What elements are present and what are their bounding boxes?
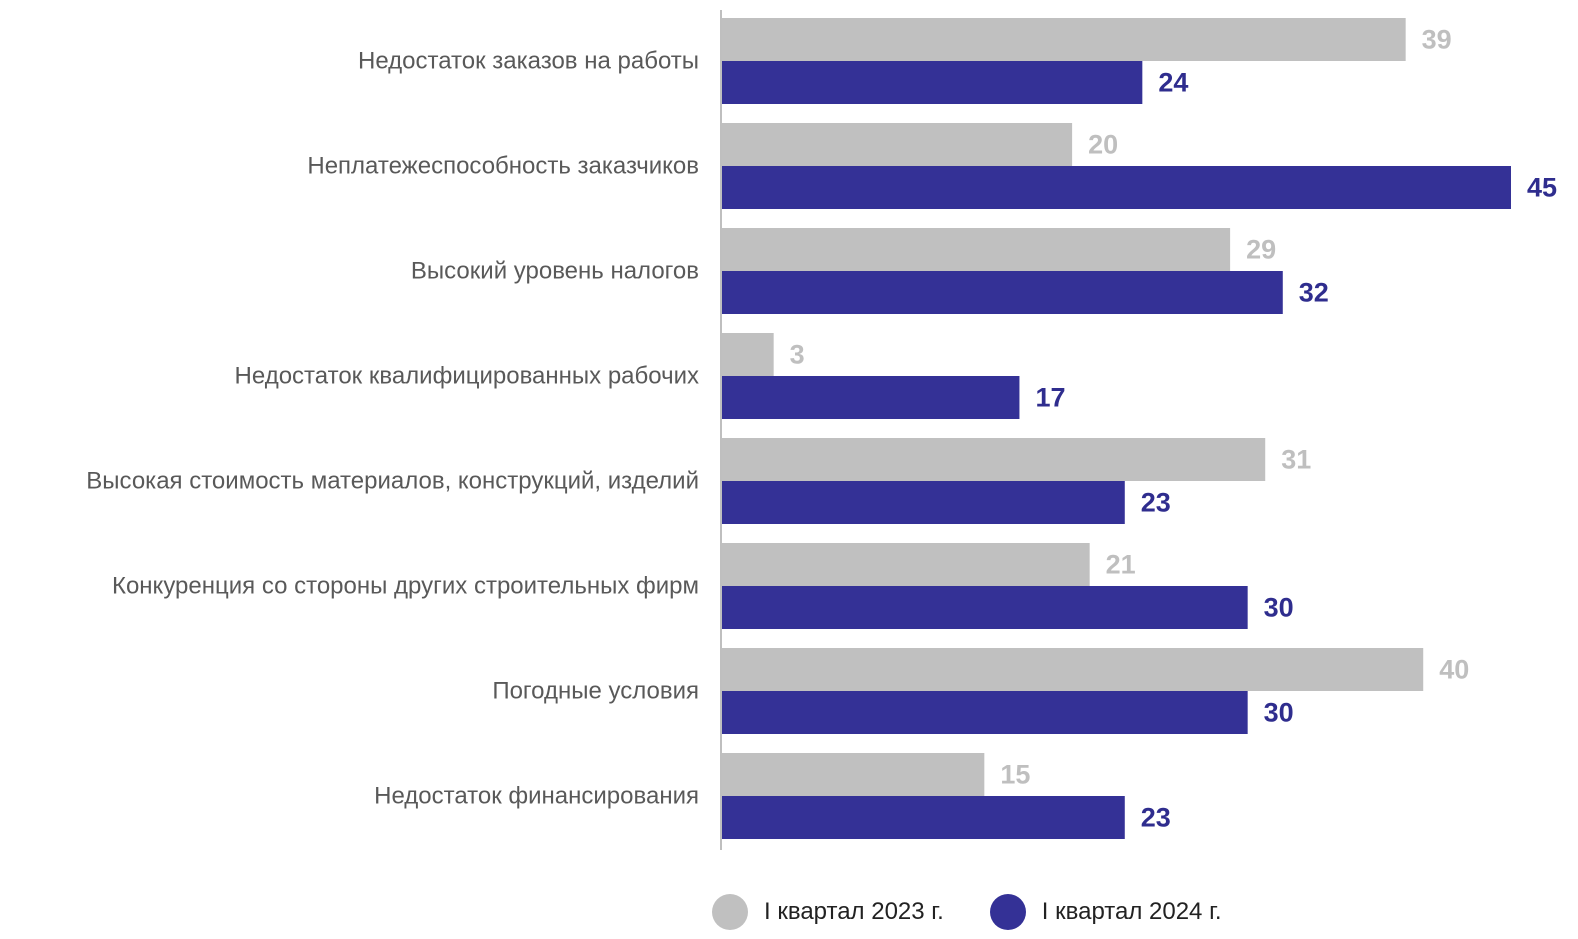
labels-layer: Недостаток заказов на работы 39 24 Неплатеж… [86,25,1557,833]
category-label: Конкуренция со стороны других строительн… [112,572,699,599]
data-label-series-1: 39 [1422,25,1452,55]
data-label-series-1: 21 [1106,550,1136,580]
legend-marker-2024 [989,894,1026,930]
bar-series-2 [722,376,1020,419]
category-label: Недостаток квалифицированных рабочих [235,362,699,389]
bar-series-1 [722,438,1266,481]
bar-series-1 [722,228,1231,271]
bar-series-1 [722,648,1424,691]
data-label-series-1: 15 [1000,760,1030,790]
data-label-series-1: 20 [1088,130,1118,160]
legend-item-2024: I квартал 2024 г. [989,894,1222,930]
category-label: Недостаток финансирования [374,782,699,809]
legend: I квартал 2023 г. I квартал 2024 г. [712,894,1268,930]
data-label-series-1: 29 [1246,235,1276,265]
data-label-series-2: 24 [1158,68,1188,98]
bar-series-1 [722,333,774,376]
bar-series-1 [722,18,1406,61]
bar-series-2 [722,166,1511,209]
category-label: Недостаток заказов на работы [358,47,699,74]
data-label-series-1: 40 [1439,655,1469,685]
category-label: Погодные условия [492,677,699,704]
data-label-series-2: 30 [1264,593,1294,623]
bar-series-2 [722,61,1143,104]
bar-series-1 [722,543,1090,586]
legend-marker-2023 [712,894,748,930]
data-label-series-2: 30 [1264,698,1294,728]
data-label-series-2: 45 [1527,173,1557,203]
legend-item-2023: I квартал 2023 г. [712,894,944,930]
category-label: Высокий уровень налогов [411,257,699,284]
legend-label-2023: I квартал 2023 г. [764,898,944,925]
category-label: Неплатежеспособность заказчиков [307,152,699,179]
data-label-series-2: 23 [1141,803,1171,833]
legend-label-2024: I квартал 2024 г. [1041,898,1222,925]
data-label-series-2: 23 [1141,488,1171,518]
bars-layer [722,18,1511,839]
data-label-series-1: 31 [1281,445,1311,475]
bar-series-2 [722,271,1283,314]
bar-series-2 [722,796,1125,839]
category-label: Высокая стоимость материалов, конструкци… [86,467,699,494]
data-label-series-2: 17 [1035,383,1065,413]
bar-series-1 [722,753,985,796]
bar-series-2 [722,481,1125,524]
bar-series-1 [722,123,1073,166]
data-label-series-2: 32 [1299,278,1329,308]
data-label-series-1: 3 [790,340,805,370]
bar-series-2 [722,691,1248,734]
bar-series-2 [722,586,1248,629]
